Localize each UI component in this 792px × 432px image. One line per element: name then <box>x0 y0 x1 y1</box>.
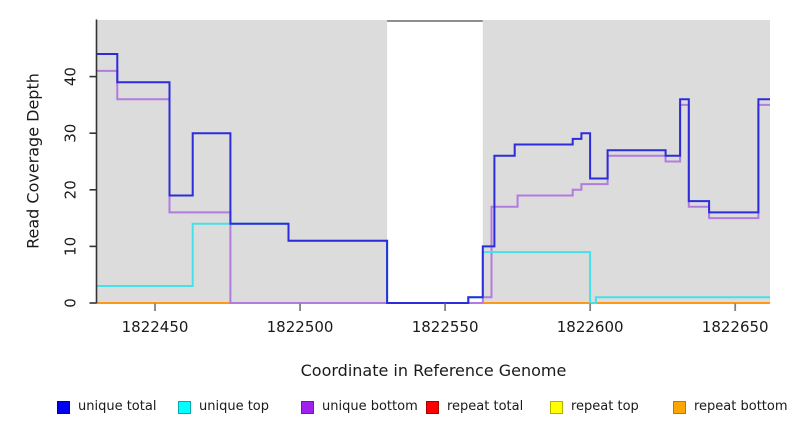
legend-label: repeat bottom <box>694 399 788 414</box>
x-tick-label: 1822450 <box>122 318 189 336</box>
legend-swatch-icon <box>301 400 314 414</box>
legend-item-unique-bottom: unique bottom <box>301 399 418 415</box>
x-tick-label: 1822650 <box>702 318 769 336</box>
legend-item-unique-top: unique top <box>178 399 269 415</box>
legend-swatch-icon <box>550 400 563 414</box>
legend-label: unique bottom <box>322 399 418 414</box>
legend-label: unique total <box>78 399 157 414</box>
y-tick-label: 10 <box>62 237 80 256</box>
legend-label: repeat top <box>571 399 639 414</box>
series-unique-total-line <box>97 53 770 304</box>
y-tick-label: 30 <box>62 124 80 143</box>
legend-item-repeat-top: repeat top <box>550 399 639 415</box>
legend-label: repeat total <box>447 399 524 414</box>
y-tick-label: 20 <box>62 180 80 199</box>
legend-swatch-icon <box>426 400 439 414</box>
y-axis-title: Read Coverage Depth <box>23 73 43 249</box>
y-tick-label: 40 <box>62 67 80 86</box>
x-tick-label: 1822550 <box>412 318 479 336</box>
legend-item-repeat-total: repeat total <box>426 399 523 415</box>
x-tick-label: 1822500 <box>267 318 334 336</box>
coverage-plot: 0 10 20 30 40 1822450 1822500 1822550 1822600 182… <box>62 19 770 336</box>
x-axis-title: Coordinate in Reference Genome <box>300 361 567 380</box>
legend-item-repeat-bottom: repeat bottom <box>673 399 788 415</box>
masked-region <box>387 20 483 303</box>
legend-swatch-icon <box>673 400 686 414</box>
legend-swatch-icon <box>57 400 70 414</box>
series-unique-bottom-line <box>97 69 770 304</box>
x-tick-label: 1822600 <box>557 318 624 336</box>
legend-item-unique-total: unique total <box>57 399 156 415</box>
legend-swatch-icon <box>178 400 191 414</box>
legend-label: unique top <box>199 399 270 414</box>
y-tick-label: 0 <box>62 298 80 308</box>
